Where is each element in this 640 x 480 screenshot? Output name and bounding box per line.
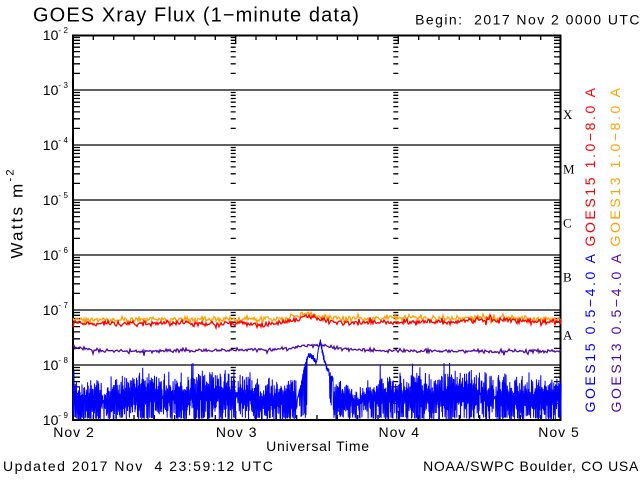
svg-text:C: C <box>563 216 572 231</box>
svg-text:Updated 2017 Nov 4 23:59:12 U: Updated 2017 Nov 4 23:59:12 UTC <box>3 458 274 474</box>
svg-text:GOES15 0.5−4.0 A: GOES15 0.5−4.0 A <box>582 251 598 412</box>
svg-text:Nov 5: Nov 5 <box>538 424 580 440</box>
svg-text:GOES Xray Flux (1−minute data): GOES Xray Flux (1−minute data) <box>33 5 360 27</box>
svg-text:B: B <box>563 270 572 285</box>
svg-text:GOES13 1.0−8.0 A: GOES13 1.0−8.0 A <box>607 85 623 246</box>
svg-text:Universal Time: Universal Time <box>266 438 370 454</box>
svg-text:GOES13 0.5−4.0 A: GOES13 0.5−4.0 A <box>608 251 624 412</box>
svg-text:X: X <box>563 107 573 122</box>
svg-text:NOAA/SWPC Boulder, CO USA: NOAA/SWPC Boulder, CO USA <box>423 458 639 474</box>
svg-text:Watts m-2: Watts m-2 <box>5 167 27 258</box>
svg-text:A: A <box>563 328 573 343</box>
svg-text:Nov 4: Nov 4 <box>379 424 421 440</box>
svg-text:Nov 2: Nov 2 <box>53 424 95 440</box>
svg-text:Begin: 2017 Nov 2 0000 UTC: Begin: 2017 Nov 2 0000 UTC <box>415 12 640 28</box>
svg-text:GOES15 1.0−8.0 A: GOES15 1.0−8.0 A <box>582 85 598 246</box>
svg-text:M: M <box>563 162 575 177</box>
svg-text:Nov 3: Nov 3 <box>216 424 258 440</box>
